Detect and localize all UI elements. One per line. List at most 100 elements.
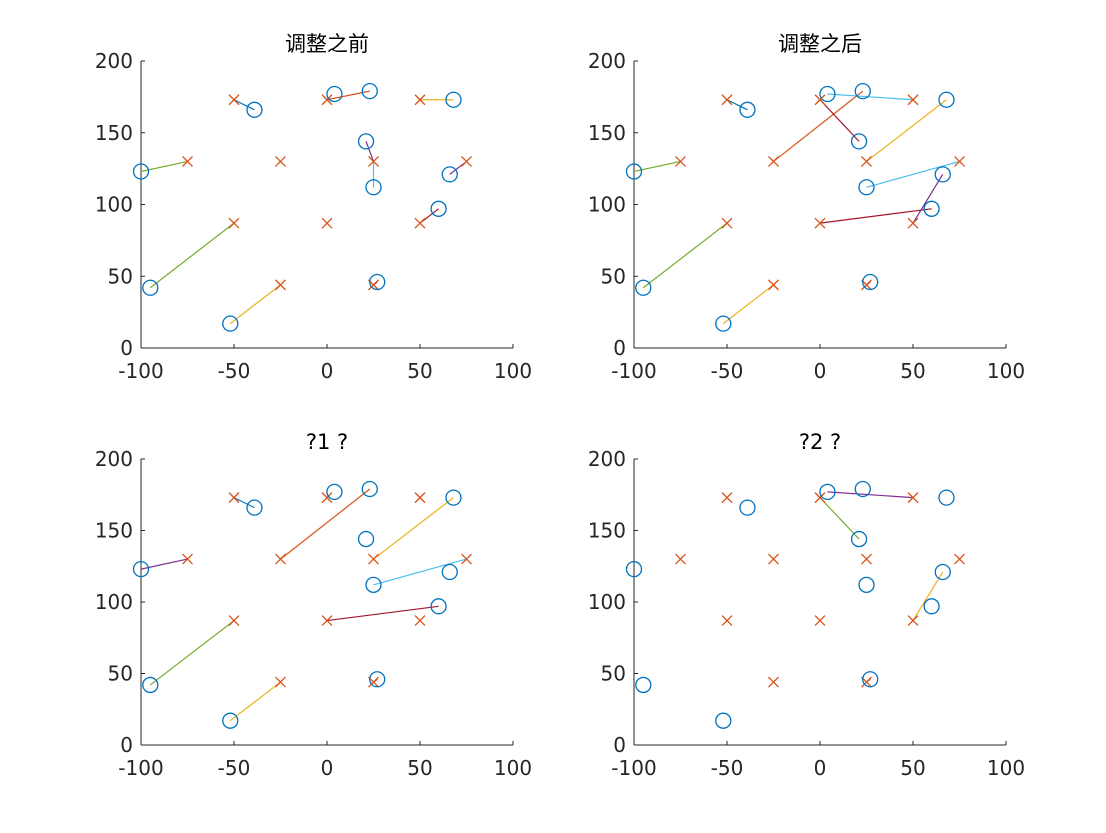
y-tick-label: 50 [601,264,626,288]
circle-marker [132,560,150,578]
circle-marker [142,676,159,694]
circle-marker [430,598,447,615]
cross-marker [768,676,779,688]
circle-marker [246,499,263,516]
y-tick-label: 200 [588,49,626,73]
y-tick-label: 0 [120,336,133,360]
x-tick-label: 0 [814,359,827,383]
link-line [866,160,960,188]
link-line [149,222,235,289]
link-line [866,99,947,162]
cross-marker [461,155,472,167]
cross-stroke [721,492,733,504]
cross-stroke [321,94,333,106]
cross-marker [275,553,286,565]
circle-marker [625,560,643,578]
x-tick-label: -50 [218,359,251,383]
y-tick-label: 200 [95,49,133,73]
cross-stroke [814,94,826,106]
cross-marker [721,217,733,229]
circle-marker [222,712,239,729]
circle-marker [369,671,386,688]
cross-stroke [768,676,779,688]
cross-marker [228,492,240,504]
x-tick-label: 0 [814,756,827,780]
cross-stroke [954,155,965,167]
cross-stroke [321,217,333,229]
link-line [233,497,255,509]
circle-marker [365,576,382,593]
cross-marker [228,94,240,106]
cross-marker [228,217,240,229]
link-line [726,99,748,111]
circle-marker [819,85,836,103]
circle-marker [357,133,375,150]
x-tick-label: -100 [611,359,656,383]
cross-stroke [228,615,240,627]
link-line [373,497,454,560]
cross-stroke [721,94,733,106]
circle-marker [246,101,263,118]
link-line [229,284,281,325]
link-line [819,497,860,540]
x-tick-label: -100 [611,756,656,780]
circle-marker [357,530,375,548]
x-tick-label: 100 [494,359,532,383]
subplot-before: -100 -50 0 50 100 0 50 100 150 200 调整之前 [95,32,532,383]
subplot-after: -100 -50 0 50 100 0 50 100 150 200 调整之后 [588,32,1025,383]
link-line [722,284,774,325]
circle-marker [365,179,382,196]
link-line [827,491,914,499]
cross-marker [414,217,426,229]
subplot-title: ?1 ? [306,430,348,454]
circle-marker [923,200,940,217]
circle-marker [739,499,756,516]
circle-marker [854,480,871,498]
link-line [373,558,467,586]
cross-marker [675,553,686,565]
circle-marker [715,712,732,729]
link-line [233,99,255,111]
cross-stroke [461,553,472,565]
circle-marker [222,315,239,332]
cross-stroke [414,217,426,229]
cross-marker [461,553,472,565]
link-line [642,222,728,289]
subplot-title: 调整之后 [778,32,862,56]
cross-stroke [321,492,333,504]
circle-marker [445,489,462,506]
x-tick-label: 50 [407,756,432,780]
cross-marker [275,155,286,167]
circle-marker [934,563,951,581]
circle-marker [854,82,871,100]
cross-stroke [861,553,872,565]
circle-marker [361,82,378,100]
cross-stroke [275,279,286,291]
cross-stroke [814,217,826,229]
x-tick-label: -50 [711,359,744,383]
cross-marker [907,94,919,106]
circle-marker [715,315,732,332]
cross-stroke [675,553,686,565]
circle-marker [850,530,868,548]
y-tick-label: 150 [95,519,133,543]
link-line [326,605,439,622]
cross-stroke [275,553,286,565]
subplot-method-2: -100 -50 0 50 100 0 50 100 150 200 ?2 ? [588,430,1025,780]
x-tick-label: 0 [321,756,334,780]
x-tick-label: 100 [494,756,532,780]
cross-marker [907,492,919,504]
cross-marker [275,676,286,688]
cross-stroke [675,155,686,167]
cross-marker [321,492,333,504]
circle-marker [326,483,343,501]
cross-stroke [228,492,240,504]
y-tick-label: 150 [588,121,626,145]
x-tick-label: 50 [407,359,432,383]
y-tick-label: 100 [588,193,626,217]
cross-stroke [768,553,779,565]
cross-stroke [228,217,240,229]
cross-stroke [182,553,193,565]
cross-marker [768,279,779,291]
